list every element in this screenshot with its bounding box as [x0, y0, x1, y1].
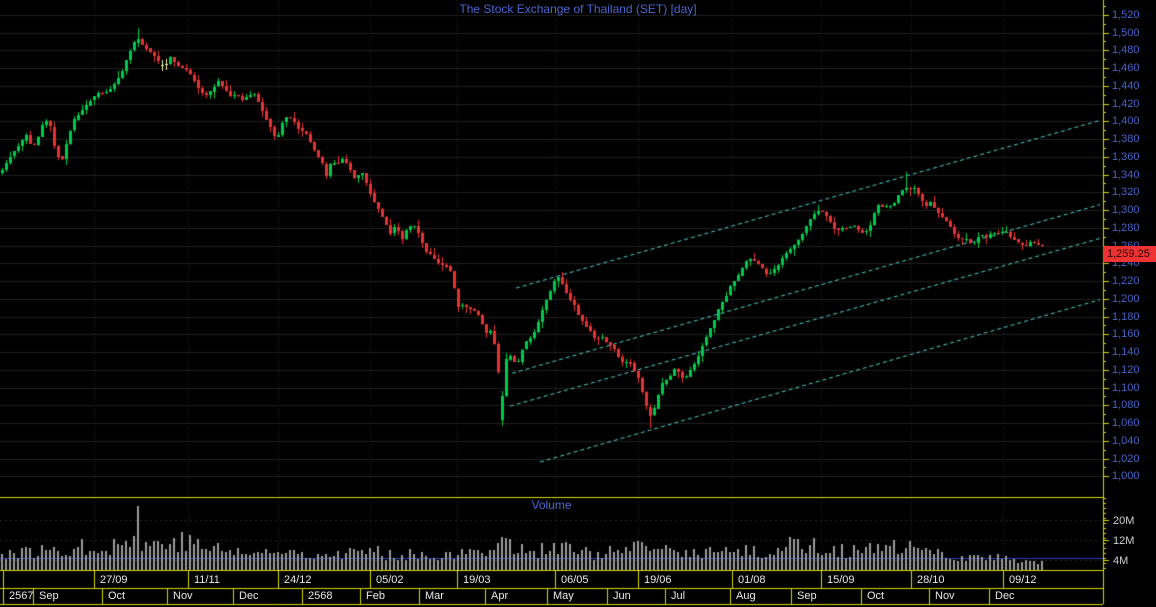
page-title: The Stock Exchange of Thailand (SET) [da… — [459, 2, 697, 16]
volume-panel-title: Volume — [531, 498, 572, 512]
last-price-tag: 1,259.25 — [1103, 246, 1156, 262]
